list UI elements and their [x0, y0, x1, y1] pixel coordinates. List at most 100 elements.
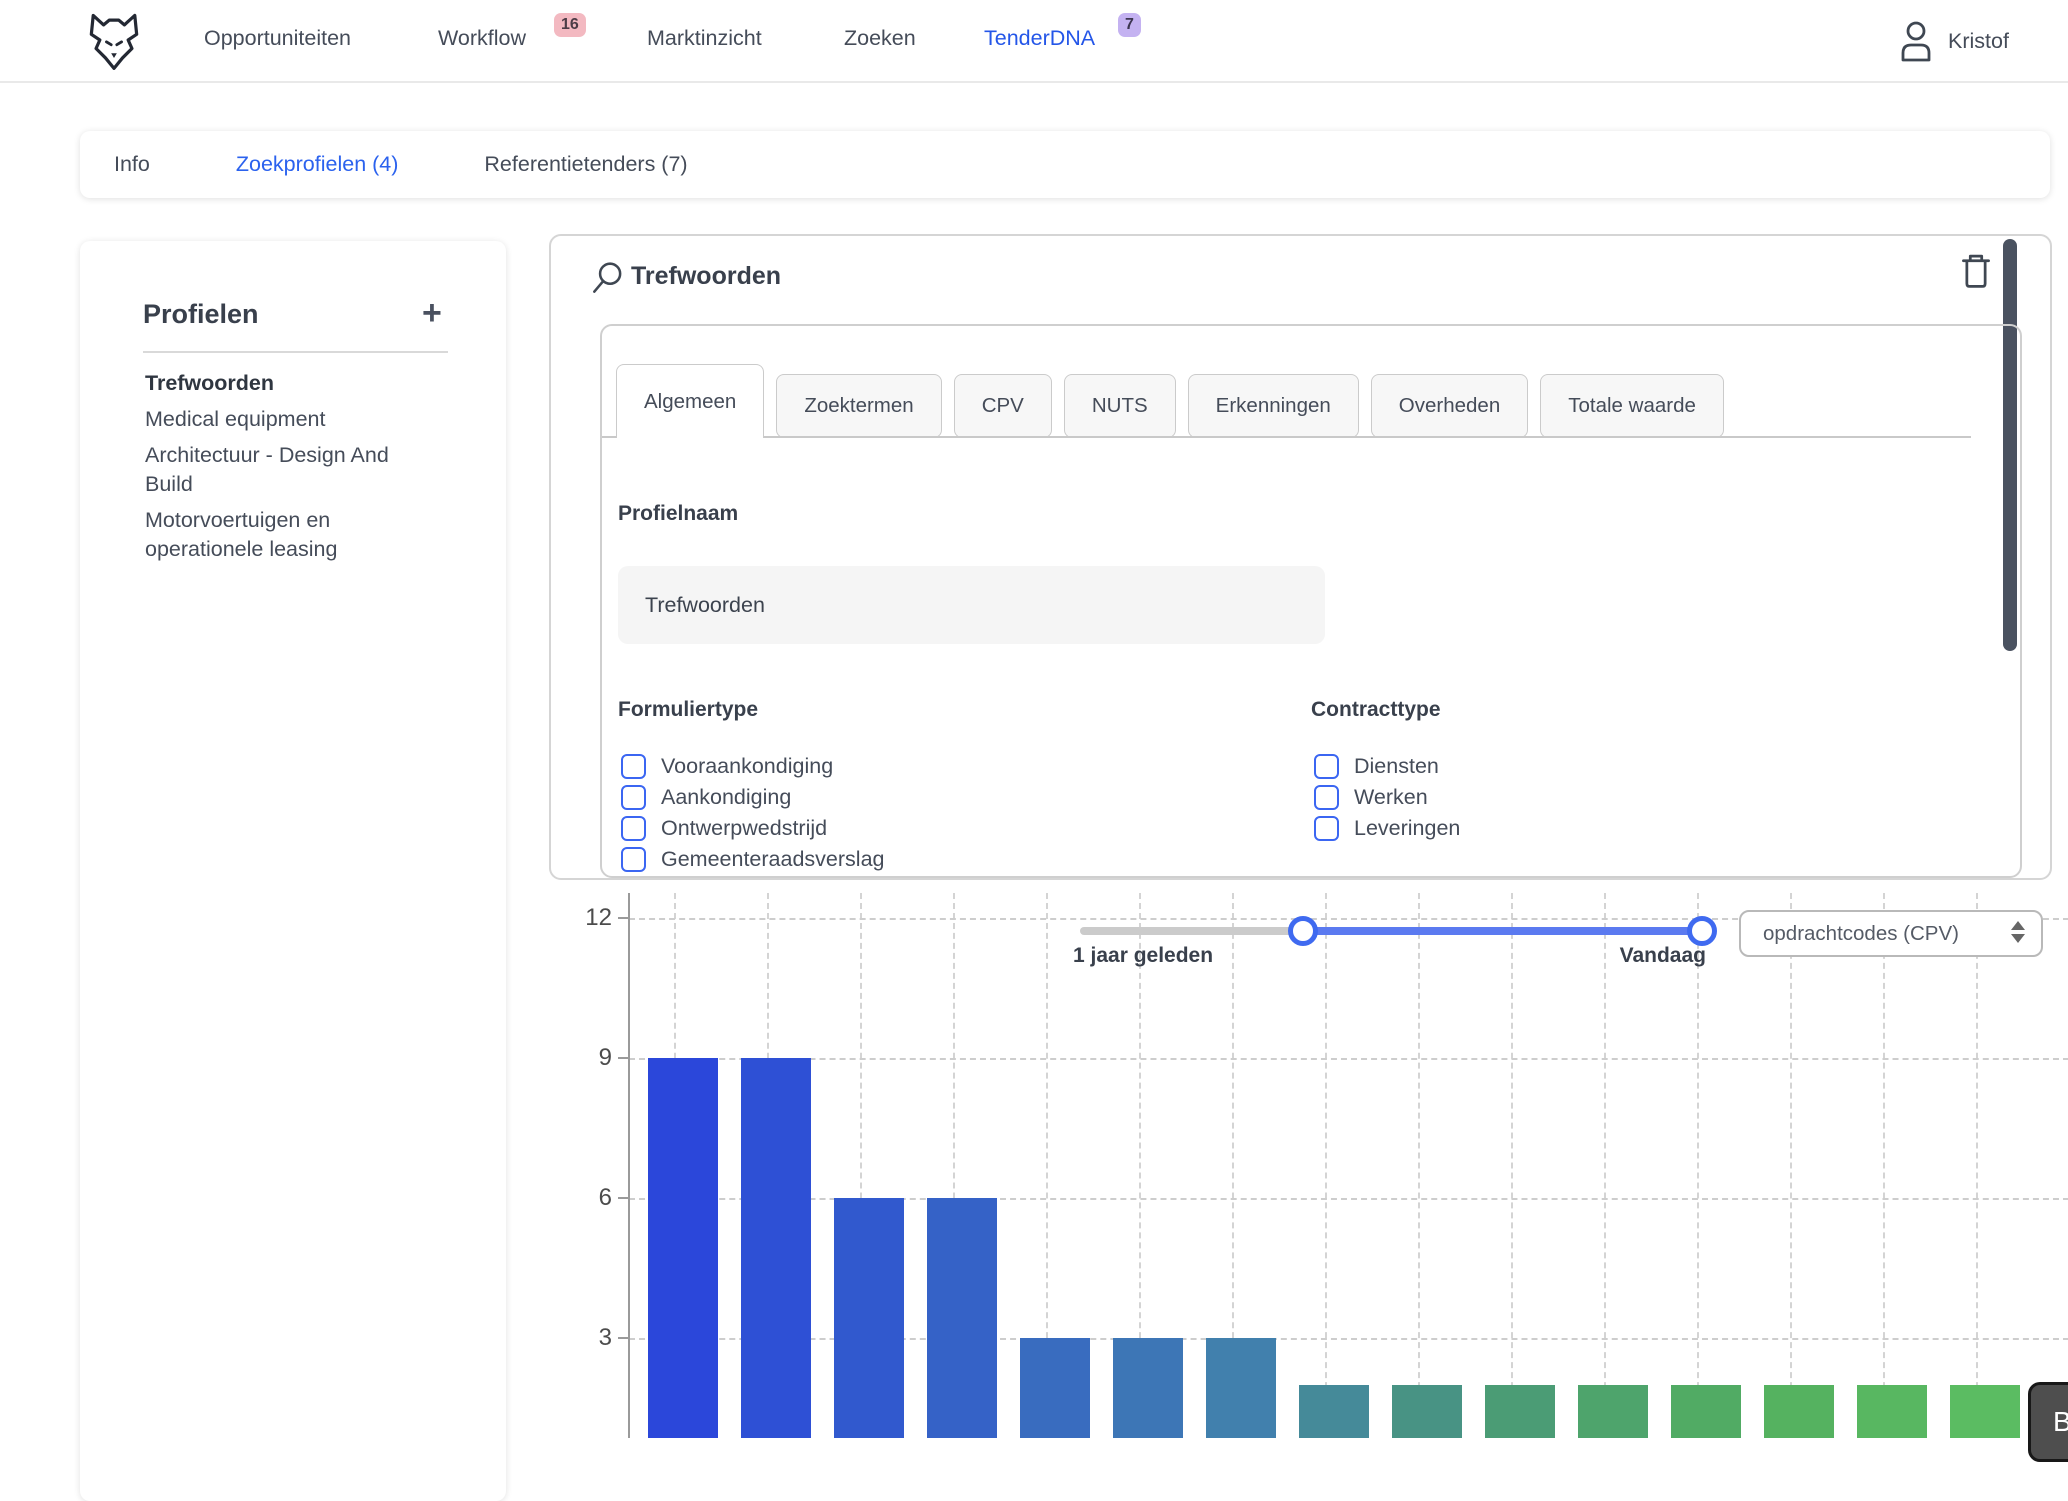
nav-item-workflow[interactable]: Workflow [438, 26, 526, 51]
profile-item-trefwoorden[interactable]: Trefwoorden [145, 369, 437, 398]
tab-zoekprofielen[interactable]: Zoekprofielen (4) [236, 152, 399, 177]
checkbox-box[interactable] [1314, 816, 1339, 841]
chart-bar [1485, 1385, 1555, 1438]
checkbox-label: Diensten [1354, 754, 1439, 779]
y-axis-tick [618, 917, 628, 919]
v-gridline [1046, 893, 1048, 1438]
wolf-logo[interactable] [78, 6, 150, 74]
chart-grouping-value: opdrachtcodes (CPV) [1763, 922, 1959, 946]
workflow-badge: 16 [554, 13, 586, 37]
v-gridline [1604, 893, 1606, 1438]
v-gridline [1139, 893, 1141, 1438]
checkbox-leveringen[interactable]: Leveringen [1314, 815, 1460, 842]
v-gridline [1697, 893, 1699, 1438]
select-chevrons-icon [2011, 921, 2025, 943]
profile-detail-panel: Trefwoorden Algemeen Zoektermen CPV NUTS… [549, 234, 2052, 880]
v-gridline [953, 893, 955, 1438]
y-axis-line [628, 893, 630, 1438]
cutoff-save-button[interactable]: B [2028, 1382, 2068, 1462]
ptab-algemeen[interactable]: Algemeen [616, 364, 764, 438]
v-gridline [1418, 893, 1420, 1438]
checkbox-diensten[interactable]: Diensten [1314, 753, 1439, 780]
chart-bar [1392, 1385, 1462, 1438]
profile-tabstrip: Algemeen Zoektermen CPV NUTS Erkenningen… [616, 364, 1724, 438]
formuliertype-label: Formuliertype [618, 698, 758, 722]
chart-bar [1950, 1385, 2020, 1438]
ptab-cpv[interactable]: CPV [954, 374, 1052, 438]
y-axis-label: 9 [560, 1044, 612, 1072]
chart-bar [927, 1198, 997, 1438]
v-gridline [1790, 893, 1792, 1438]
y-axis-tick [618, 1057, 628, 1059]
checkbox-vooraankondiging[interactable]: Vooraankondiging [621, 753, 833, 780]
contracttype-label: Contracttype [1311, 698, 1441, 722]
chart-bar [1206, 1338, 1276, 1438]
h-gridline [629, 1338, 2068, 1340]
checkbox-box[interactable] [621, 847, 646, 872]
ptab-zoektermen[interactable]: Zoektermen [776, 374, 941, 438]
add-profile-button[interactable]: + [422, 295, 442, 331]
checkbox-aankondiging[interactable]: Aankondiging [621, 784, 791, 811]
nav-item-marktinzicht[interactable]: Marktinzicht [647, 26, 762, 51]
v-gridline [1511, 893, 1513, 1438]
tab-info[interactable]: Info [114, 152, 150, 177]
checkbox-label: Werken [1354, 785, 1428, 810]
chart-grouping-select[interactable]: opdrachtcodes (CPV) [1739, 910, 2043, 957]
chart-bar [1020, 1338, 1090, 1438]
h-gridline [629, 1198, 2068, 1200]
checkbox-label: Ontwerpwedstrijd [661, 816, 827, 841]
profile-form-card: Algemeen Zoektermen CPV NUTS Erkenningen… [600, 324, 2022, 878]
checkbox-box[interactable] [621, 754, 646, 779]
y-axis-label: 12 [560, 904, 612, 932]
timeline-track[interactable] [1080, 927, 1306, 935]
user-icon [1898, 20, 1934, 62]
chart-bar [1857, 1385, 1927, 1438]
checkbox-box[interactable] [621, 816, 646, 841]
y-axis-tick [618, 1197, 628, 1199]
checkbox-werken[interactable]: Werken [1314, 784, 1428, 811]
chart-bar [1764, 1385, 1834, 1438]
chart-bar [741, 1058, 811, 1438]
tabstrip-baseline [602, 436, 1971, 438]
ptab-overheden[interactable]: Overheden [1371, 374, 1528, 438]
profile-item-architectuur[interactable]: Architectuur - Design And Build [145, 441, 437, 499]
nav-item-tenderdna[interactable]: TenderDNA [984, 26, 1095, 51]
profielnaam-input[interactable] [618, 566, 1325, 644]
ptab-nuts[interactable]: NUTS [1064, 374, 1176, 438]
nav-item-zoeken[interactable]: Zoeken [844, 26, 916, 51]
delete-profile-icon[interactable] [1960, 252, 1992, 290]
checkbox-box[interactable] [1314, 754, 1339, 779]
timeline-start-handle[interactable] [1288, 916, 1318, 946]
top-nav-bar: Opportuniteiten Workflow 16 Marktinzicht… [0, 0, 2068, 83]
v-gridline [1232, 893, 1234, 1438]
v-gridline [767, 893, 769, 1438]
checkbox-label: Gemeenteraadsverslag [661, 847, 884, 872]
user-menu[interactable]: Kristof [1898, 20, 2009, 62]
profielnaam-label: Profielnaam [618, 502, 738, 526]
checkbox-ontwerpwedstrijd[interactable]: Ontwerpwedstrijd [621, 815, 827, 842]
chart-bar [1578, 1385, 1648, 1438]
timeline-end-handle[interactable] [1687, 916, 1717, 946]
chart-bar [1671, 1385, 1741, 1438]
checkbox-label: Aankondiging [661, 785, 791, 810]
v-gridline [860, 893, 862, 1438]
tenderdna-badge: 7 [1118, 13, 1141, 37]
checkbox-box[interactable] [621, 785, 646, 810]
timeline-end-label: Vandaag [1600, 944, 1706, 968]
profiles-sidebar: Profielen + Trefwoorden Medical equipmen… [80, 241, 506, 1501]
checkbox-box[interactable] [1314, 785, 1339, 810]
chart-bar [1113, 1338, 1183, 1438]
v-gridline [674, 893, 676, 1438]
profile-item-motorvoertuigen[interactable]: Motorvoertuigen en operationele leasing [145, 506, 437, 564]
ptab-totale-waarde[interactable]: Totale waarde [1540, 374, 1724, 438]
checkbox-gemeenteraadsverslag[interactable]: Gemeenteraadsverslag [621, 846, 884, 873]
ptab-erkenningen[interactable]: Erkenningen [1188, 374, 1359, 438]
nav-item-opportuniteiten[interactable]: Opportuniteiten [204, 26, 351, 51]
tab-referentietenders[interactable]: Referentietenders (7) [484, 152, 687, 177]
v-gridline [1883, 893, 1885, 1438]
h-gridline [629, 1058, 2068, 1060]
profile-item-medical-equipment[interactable]: Medical equipment [145, 405, 437, 434]
y-axis-label: 6 [560, 1184, 612, 1212]
timeline-selected-range[interactable] [1303, 927, 1703, 935]
chart-bar [834, 1198, 904, 1438]
